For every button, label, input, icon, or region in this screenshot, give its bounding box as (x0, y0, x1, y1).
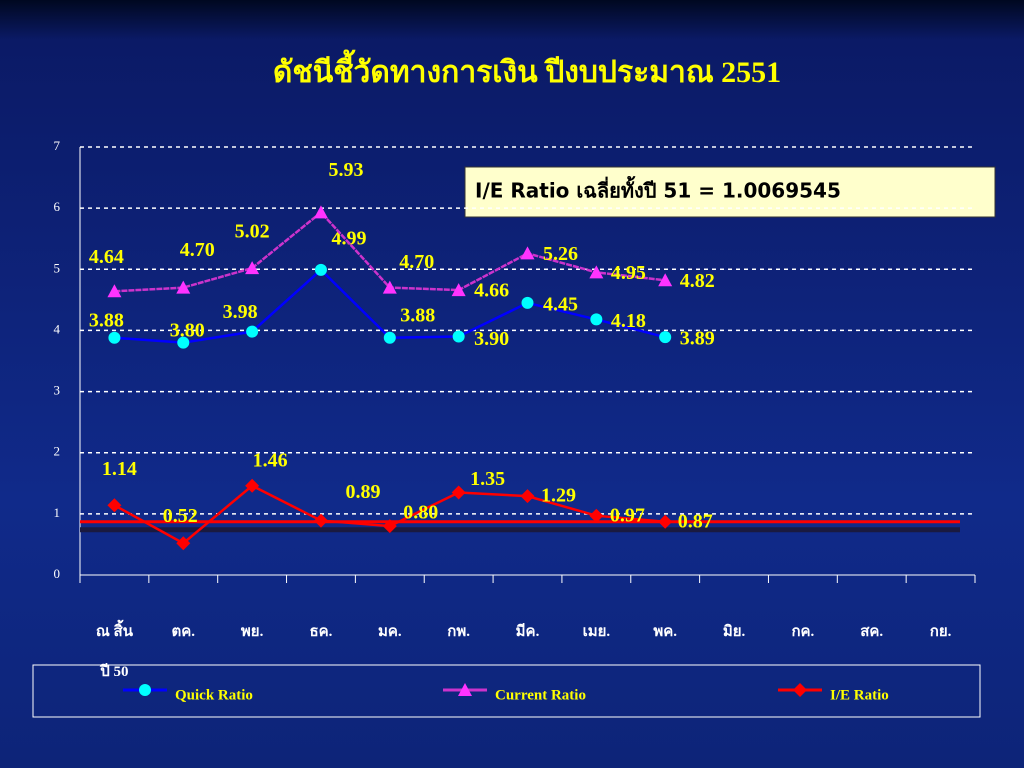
marker (451, 485, 466, 500)
y-tick-label: 1 (54, 505, 61, 520)
data-label: 3.98 (223, 301, 258, 323)
marker (107, 498, 122, 513)
legend-label: Current Ratio (495, 687, 586, 703)
data-label: 4.64 (89, 246, 124, 268)
x-tick-label: พย. (240, 624, 264, 640)
data-label: 1.29 (541, 485, 576, 507)
data-label: 4.82 (680, 270, 715, 292)
marker (176, 280, 191, 294)
data-label: 4.70 (399, 251, 434, 273)
annotation: I/E Ratio เฉลี่ยทั้งปี 51 = 1.0069545 (475, 176, 841, 203)
data-label: 5.93 (328, 159, 363, 181)
marker (793, 683, 807, 697)
data-label: 3.80 (170, 319, 205, 341)
x-tick-label: กค. (791, 624, 815, 640)
x-tick-label: ณ สิ้น ปี 50 (95, 624, 133, 680)
marker (451, 283, 466, 297)
data-label: 4.66 (474, 280, 509, 302)
marker (108, 331, 121, 344)
data-label: 1.14 (102, 458, 137, 480)
data-label: 4.45 (543, 294, 578, 316)
y-tick-label: 7 (54, 138, 61, 153)
marker (139, 684, 151, 696)
y-tick-label: 5 (54, 260, 61, 275)
y-tick-label: 0 (54, 566, 61, 581)
y-tick-label: 3 (54, 383, 61, 398)
y-tick-label: 6 (54, 199, 61, 214)
data-label: 4.95 (611, 262, 646, 284)
marker (246, 325, 259, 338)
chart-title: ดัชนีชี้วัดทางการเงิน ปีงบประมาณ 2551 (273, 49, 781, 89)
marker (313, 205, 328, 219)
x-tick-label: มค. (377, 624, 402, 640)
x-tick-label: ธค. (309, 624, 333, 640)
x-tick-label: มิย. (722, 624, 746, 640)
data-label: 1.46 (253, 449, 288, 471)
marker (176, 536, 191, 551)
x-tick-label: มีค. (515, 624, 540, 640)
data-label: 4.70 (180, 239, 215, 261)
data-label: 3.88 (400, 304, 435, 326)
data-label: 0.52 (163, 505, 198, 527)
legend-label: I/E Ratio (830, 687, 889, 703)
data-label: 0.89 (345, 481, 380, 503)
data-label: 5.26 (543, 243, 578, 265)
marker (589, 508, 604, 523)
marker (452, 330, 465, 343)
marker (245, 478, 260, 493)
data-label: 0.97 (610, 504, 645, 526)
x-tick-label: พค. (653, 624, 678, 640)
marker (313, 513, 328, 528)
data-label: 5.02 (235, 221, 270, 243)
data-label: 0.87 (678, 510, 713, 532)
data-label: 3.89 (680, 328, 715, 350)
marker (590, 313, 603, 326)
marker (658, 514, 673, 529)
marker (383, 331, 396, 344)
marker (520, 489, 535, 504)
marker (245, 261, 260, 275)
legend (32, 664, 981, 718)
marker (177, 336, 190, 349)
x-tick-label: กย. (929, 624, 952, 640)
marker (658, 273, 673, 287)
marker (589, 265, 604, 279)
x-tick-label: กพ. (447, 624, 470, 640)
y-tick-label: 2 (54, 444, 61, 459)
x-tick-label: สค. (860, 624, 884, 640)
x-tick-label: เมย. (582, 624, 611, 640)
marker (382, 519, 397, 534)
data-label: 0.80 (403, 502, 438, 524)
legend-label: Quick Ratio (175, 687, 253, 703)
marker (458, 683, 472, 696)
marker (659, 331, 672, 344)
marker (107, 284, 122, 298)
data-label: 1.35 (470, 468, 505, 490)
marker (382, 280, 397, 294)
y-tick-label: 4 (54, 321, 61, 336)
x-tick-label: ตค. (171, 624, 196, 640)
data-label: 4.18 (611, 310, 646, 332)
marker (520, 246, 535, 260)
marker (521, 296, 534, 309)
data-label: 3.88 (89, 309, 124, 331)
marker (314, 263, 327, 276)
data-label: 3.90 (474, 328, 509, 350)
